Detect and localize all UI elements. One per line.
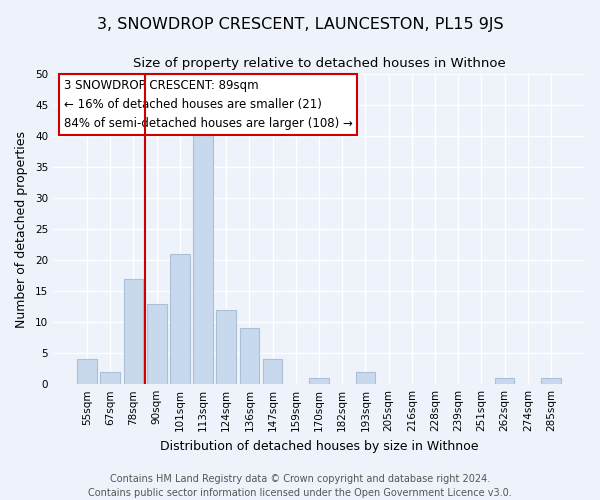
Bar bbox=[193, 130, 213, 384]
Bar bbox=[356, 372, 375, 384]
Y-axis label: Number of detached properties: Number of detached properties bbox=[15, 131, 28, 328]
Bar bbox=[263, 360, 283, 384]
Bar bbox=[239, 328, 259, 384]
Text: 3, SNOWDROP CRESCENT, LAUNCESTON, PL15 9JS: 3, SNOWDROP CRESCENT, LAUNCESTON, PL15 9… bbox=[97, 18, 503, 32]
Bar bbox=[495, 378, 514, 384]
Text: 3 SNOWDROP CRESCENT: 89sqm
← 16% of detached houses are smaller (21)
84% of semi: 3 SNOWDROP CRESCENT: 89sqm ← 16% of deta… bbox=[64, 79, 353, 130]
Bar bbox=[100, 372, 120, 384]
Bar bbox=[124, 279, 143, 384]
Bar bbox=[170, 254, 190, 384]
Bar bbox=[77, 360, 97, 384]
X-axis label: Distribution of detached houses by size in Withnoe: Distribution of detached houses by size … bbox=[160, 440, 478, 452]
Title: Size of property relative to detached houses in Withnoe: Size of property relative to detached ho… bbox=[133, 58, 505, 70]
Bar bbox=[541, 378, 561, 384]
Bar bbox=[309, 378, 329, 384]
Text: Contains HM Land Registry data © Crown copyright and database right 2024.
Contai: Contains HM Land Registry data © Crown c… bbox=[88, 474, 512, 498]
Bar bbox=[217, 310, 236, 384]
Bar bbox=[147, 304, 167, 384]
